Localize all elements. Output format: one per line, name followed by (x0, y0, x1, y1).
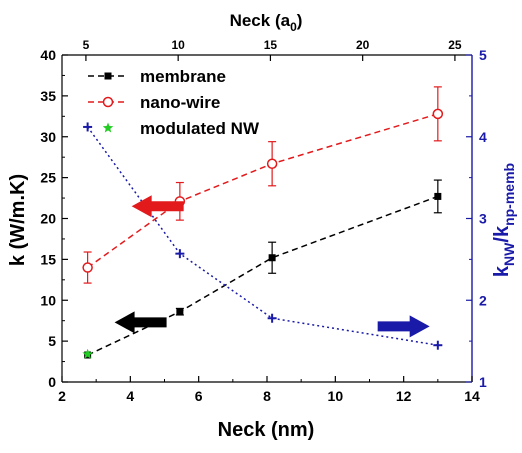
data-point-modulated-nw (82, 348, 93, 359)
top-tick-label: 5 (83, 38, 90, 52)
legend-label-modulated-nw: modulated NW (140, 119, 260, 138)
data-point-membrane (434, 192, 442, 200)
right-axis-title-sub2: np-memb (501, 163, 517, 226)
legend-marker-membrane (104, 72, 112, 80)
data-point-membrane (176, 308, 184, 316)
y-tick-label: 20 (40, 211, 56, 227)
top-tick-label: 15 (264, 38, 278, 52)
top-tick-label: 20 (356, 38, 370, 52)
data-point-membrane (268, 254, 276, 262)
legend-marker-nano-wire (102, 96, 114, 108)
legend-marker-modulated-nw (102, 122, 114, 133)
right-y-tick-label: 3 (479, 211, 487, 227)
data-point-nano-wire (432, 108, 444, 120)
y-axis-title: k (W/m.K) (7, 174, 29, 266)
legend: membrane nano-wire modulated NW (88, 67, 260, 138)
right-y-tick-label: 2 (479, 292, 487, 308)
top-axis-title-sub: 0 (290, 20, 297, 34)
right-y-tick-label: 1 (479, 374, 487, 390)
x-tick-label: 2 (58, 388, 66, 404)
y-tick-label: 10 (40, 292, 56, 308)
legend-label-nano-wire: nano-wire (140, 93, 220, 112)
top-axis-title-close: ) (297, 11, 303, 30)
right-axis-title-slash: /k (491, 225, 513, 243)
right-axis-title-main: k (491, 265, 513, 277)
y-tick-label: 25 (40, 170, 56, 186)
right-y-tick-label: 4 (479, 129, 487, 145)
y-tick-label: 0 (48, 374, 56, 390)
right-axis-title: kNW/knp-memb (491, 163, 517, 277)
data-point-nano-wire (82, 262, 93, 273)
y-tick-label: 5 (48, 333, 56, 349)
plot-layer (82, 86, 444, 359)
legend-label-membrane: membrane (140, 67, 226, 86)
axis-indicator-arrow (114, 311, 167, 334)
x-tick-label: 8 (263, 388, 271, 404)
x-tick-label: 6 (195, 388, 203, 404)
x-tick-label: 10 (328, 388, 344, 404)
x-tick-label: 12 (396, 388, 412, 404)
y-tick-label: 35 (40, 88, 56, 104)
y-tick-label: 40 (40, 47, 56, 63)
data-point-nano-wire (266, 158, 278, 169)
y-tick-label: 15 (40, 251, 56, 267)
right-y-tick-label: 5 (479, 47, 487, 63)
top-tick-label: 10 (171, 38, 185, 52)
top-tick-label: 25 (448, 38, 462, 52)
y-tick-label: 30 (40, 129, 56, 145)
series-line-membrane (87, 195, 439, 356)
x-tick-label: 14 (464, 388, 480, 404)
top-axis-title-main: Neck (a (230, 11, 291, 30)
axis-indicator-arrow (377, 315, 430, 338)
series-line-nano-wire (87, 113, 439, 269)
right-axis-title-sub1: NW (501, 242, 517, 266)
x-tick-label: 4 (126, 388, 134, 404)
top-axis-title: Neck (a0) (230, 11, 303, 34)
x-axis-title: Neck (nm) (218, 419, 315, 441)
axis-indicator-arrow (131, 195, 184, 218)
series-line-ratio (87, 126, 438, 346)
